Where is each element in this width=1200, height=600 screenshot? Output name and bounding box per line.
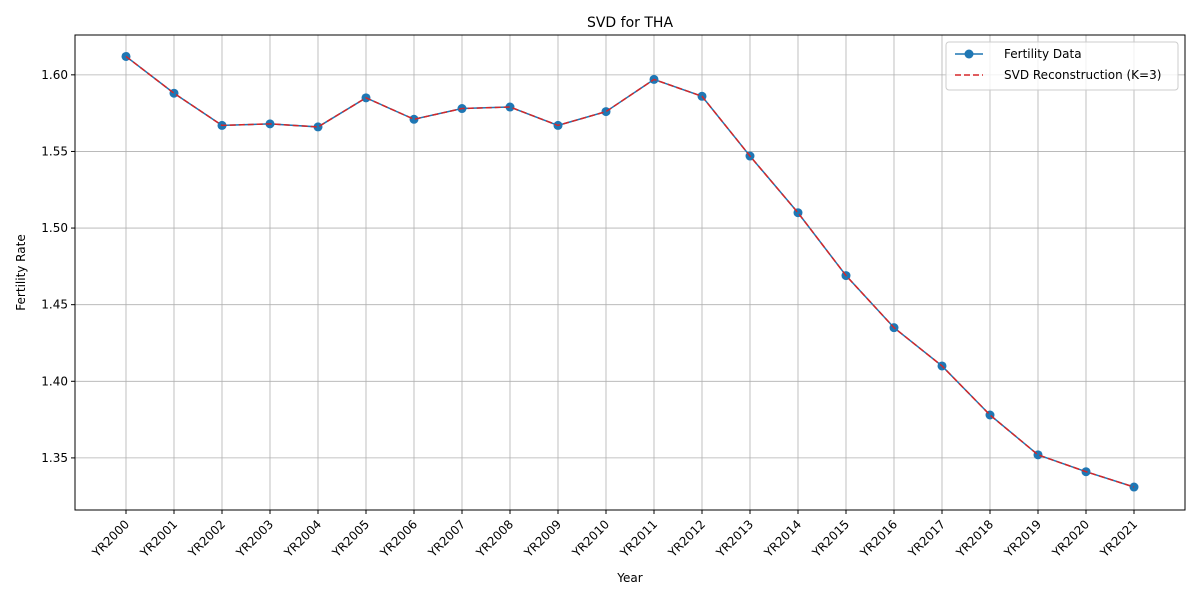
series-group — [121, 51, 1139, 492]
legend-label: Fertility Data — [1004, 47, 1082, 61]
series-line-2 — [125, 55, 1135, 488]
y-axis-label: Fertility Rate — [14, 234, 28, 310]
y-tick-label: 1.45 — [41, 298, 68, 312]
y-tick-label: 1.40 — [41, 374, 68, 388]
y-tick-label: 1.50 — [41, 221, 68, 235]
y-tick-label: 1.60 — [41, 68, 68, 82]
data-point — [409, 114, 419, 124]
chart-title: SVD for THA — [587, 15, 673, 31]
y-tick-label: 1.55 — [41, 144, 68, 158]
data-point — [313, 122, 323, 132]
y-tick-label: 1.35 — [41, 451, 68, 465]
legend-box — [945, 41, 1179, 91]
plot-frame — [74, 34, 1186, 511]
legend-label: SVD Reconstruction (K=3) — [1004, 68, 1161, 82]
data-point — [505, 102, 515, 112]
grid-lines — [75, 35, 1185, 510]
data-point — [601, 107, 611, 117]
x-axis-label: Year — [616, 571, 642, 585]
legend-marker — [964, 49, 974, 59]
legend: Fertility Data SVD Reconstruction (K=3) — [945, 41, 1179, 91]
